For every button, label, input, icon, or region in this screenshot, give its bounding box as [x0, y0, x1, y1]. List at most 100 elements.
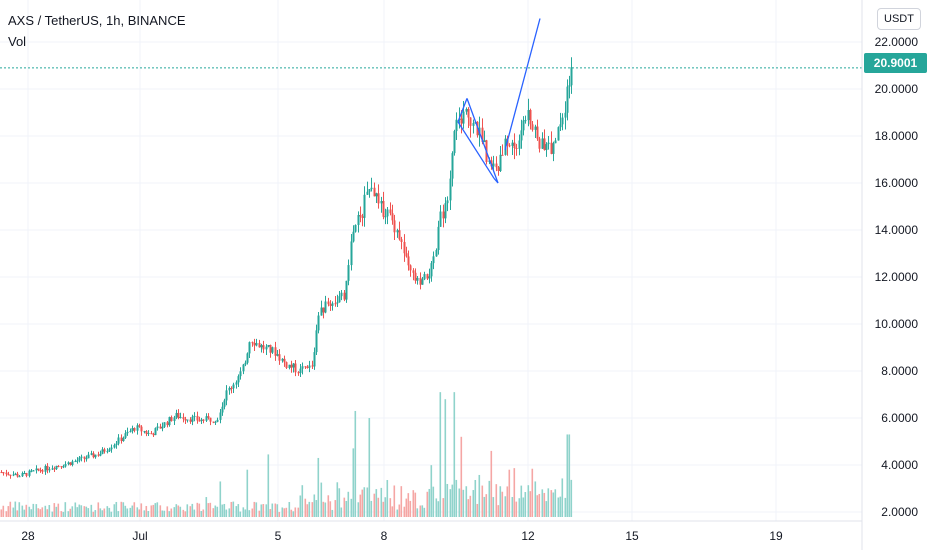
- candle-body: [393, 220, 396, 233]
- volume-bar: [527, 485, 530, 517]
- candle-body: [276, 354, 279, 356]
- volume-bar: [186, 504, 189, 517]
- symbol-title[interactable]: AXS / TetherUS, 1h, BINANCE: [8, 13, 186, 28]
- candle-body: [361, 216, 364, 218]
- volume-bar: [69, 508, 72, 517]
- candle-body: [426, 274, 429, 279]
- volume-bar: [506, 486, 509, 517]
- volume-bar: [557, 497, 560, 517]
- candle-body: [196, 415, 199, 421]
- volume-bar: [221, 504, 224, 517]
- candle-body: [552, 143, 555, 154]
- flag-channel-right[interactable]: [493, 177, 499, 184]
- volume-bar: [451, 484, 454, 517]
- candle-body: [193, 415, 196, 417]
- candle-body: [306, 366, 309, 368]
- volume-bar: [262, 504, 265, 517]
- volume-bar: [48, 505, 51, 517]
- volume-bar: [147, 511, 150, 517]
- volume-bar: [465, 486, 468, 517]
- candle-body: [451, 153, 454, 179]
- price-tick-label: 4.0000: [881, 458, 918, 472]
- candle-body: [239, 371, 242, 377]
- volume-bar: [449, 489, 452, 517]
- flag-channel-upper[interactable]: [466, 98, 499, 184]
- candle-body: [449, 178, 452, 201]
- volume-bar: [214, 505, 217, 517]
- volume-bar: [285, 507, 288, 517]
- price-axis[interactable]: 2.0000 4.0000 6.0000 8.0000 10.0000 12.0000 14…: [875, 35, 919, 519]
- volume-bar: [547, 488, 550, 517]
- candle-body: [334, 303, 337, 305]
- candle-body: [271, 347, 274, 353]
- candle-body: [221, 406, 224, 413]
- candle-body: [336, 302, 339, 304]
- volume-bar: [442, 498, 445, 517]
- volume-bar: [143, 510, 146, 517]
- volume-bar: [7, 506, 10, 517]
- volume-bar: [46, 509, 49, 517]
- candle-body: [64, 464, 67, 467]
- drawings[interactable]: [457, 18, 541, 184]
- time-tick-label: 15: [625, 529, 639, 543]
- trend-line[interactable]: [504, 18, 541, 151]
- volume-bar: [409, 500, 412, 517]
- candle-body: [283, 358, 286, 363]
- volume-bar: [71, 506, 74, 517]
- candle-body: [216, 419, 219, 422]
- flag-channel-lower[interactable]: [457, 121, 495, 179]
- candle-body: [143, 431, 146, 433]
- volume-bar: [122, 502, 125, 517]
- candle-body: [389, 209, 392, 214]
- candle-body: [207, 416, 210, 418]
- volume-bar: [78, 504, 81, 517]
- candle-body: [566, 86, 569, 113]
- volume-indicator-label[interactable]: Vol: [8, 34, 27, 49]
- candle-body: [513, 142, 516, 148]
- candle-body: [145, 431, 148, 434]
- candle-body: [80, 456, 83, 458]
- volume-bar: [92, 511, 95, 517]
- candle-body: [534, 126, 537, 130]
- candle-body: [235, 382, 238, 385]
- volume-bar: [313, 494, 316, 517]
- candle-body: [350, 241, 353, 266]
- price-tick-label: 10.0000: [875, 317, 919, 331]
- candle-body: [67, 462, 70, 465]
- candle-body: [472, 123, 475, 126]
- volume-bar: [336, 482, 339, 517]
- candle-body: [518, 140, 521, 149]
- candle-body: [87, 454, 90, 459]
- price-tick-label: 12.0000: [875, 270, 919, 284]
- candle-body: [398, 230, 401, 240]
- flag-channel-left[interactable]: [457, 98, 468, 123]
- candle-body: [253, 342, 256, 346]
- candle-body: [251, 342, 254, 344]
- volume-bar: [338, 488, 341, 517]
- candle-body: [28, 470, 31, 476]
- currency-unit-button[interactable]: USDT: [877, 8, 921, 30]
- candle-body: [161, 426, 164, 429]
- volume-bar: [51, 511, 54, 517]
- volume-bar: [267, 454, 270, 517]
- volume-bar: [428, 488, 431, 517]
- candle-body: [74, 461, 77, 463]
- volume-bar: [21, 505, 24, 517]
- volume-bar: [76, 507, 79, 517]
- volume-bar: [83, 506, 86, 517]
- volume-bar: [467, 499, 470, 517]
- candle-body: [409, 265, 412, 271]
- volume-bar: [419, 505, 422, 517]
- volume-bar: [444, 399, 447, 517]
- time-axis[interactable]: 28 Jul 5 8 12 15 19: [21, 529, 783, 543]
- candle-body: [76, 460, 79, 462]
- volume-bar: [246, 469, 249, 517]
- volume-bar: [44, 505, 47, 517]
- volume-bar: [9, 501, 12, 517]
- candle-body: [501, 154, 504, 156]
- volume-bar: [131, 505, 134, 517]
- candle-body: [285, 362, 288, 368]
- volume-bar: [145, 505, 148, 517]
- volume-bar: [377, 497, 380, 517]
